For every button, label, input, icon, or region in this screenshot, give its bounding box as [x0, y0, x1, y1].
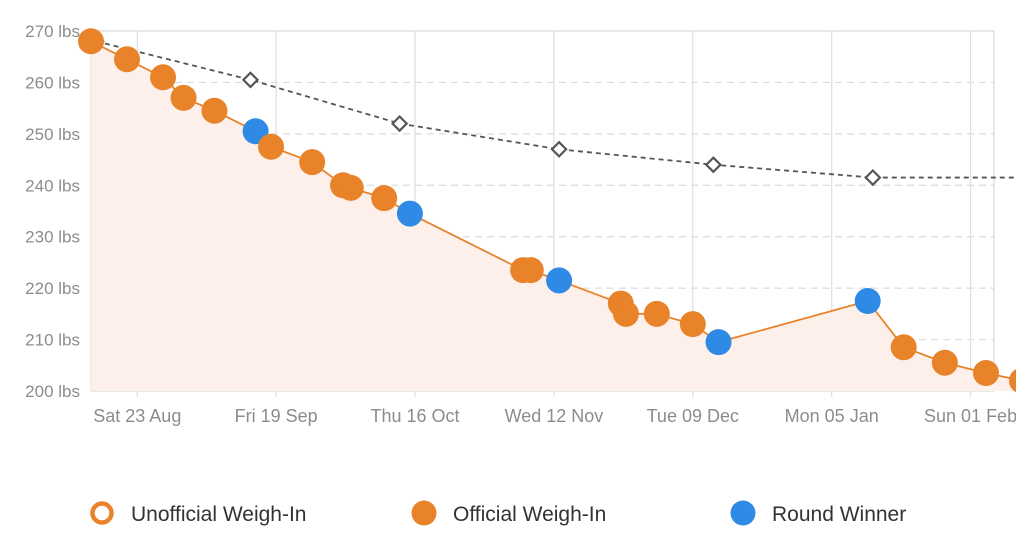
axes: Sat 23 Aug Fri 19 Sep Thu 16 Oct Wed 12 Nov…: [25, 22, 1016, 426]
y-tick-label: 270 lbs: [25, 22, 80, 41]
target-point: [704, 156, 723, 174]
y-tick-label: 210 lbs: [25, 331, 80, 350]
official-weigh-in-point: [517, 257, 544, 284]
area-fill: [91, 41, 1016, 391]
official-weigh-in-point: [679, 311, 706, 338]
official-weigh-in-point: [299, 149, 326, 176]
official-weigh-in-point: [890, 334, 917, 361]
legend-winner-marker: [730, 500, 756, 526]
official-weigh-in-point: [973, 360, 999, 386]
y-tick-label: 230 lbs: [25, 228, 80, 247]
target-point: [864, 168, 882, 187]
y-tick-label: 220 lbs: [25, 279, 80, 298]
legend: Unofficial Weigh-In Official Weigh-In Roun…: [90, 500, 906, 526]
official-weigh-in-point: [170, 84, 197, 111]
x-tick-label: Fri 19 Sep: [235, 406, 318, 426]
legend-unofficial-marker: [90, 501, 114, 525]
target-point: [390, 114, 409, 133]
official-weigh-in-point: [78, 28, 104, 55]
target-point: [241, 71, 260, 89]
round-winner-point: [705, 329, 732, 356]
x-tick-label: Mon 05 Jan: [785, 406, 879, 426]
y-tick-label: 200 lbs: [25, 382, 80, 401]
official-weigh-in-point: [371, 185, 398, 212]
y-tick-label: 240 lbs: [25, 176, 80, 195]
legend-official-marker: [411, 500, 437, 526]
round-winner-point: [396, 200, 423, 227]
weight-series: [78, 28, 1016, 393]
x-tick-label: Sat 23 Aug: [93, 406, 181, 426]
official-weigh-in-point: [114, 46, 141, 73]
x-tick-label: Sun 01 Feb: [924, 406, 1016, 426]
x-tick-label: Tue 09 Dec: [647, 406, 739, 426]
x-tick-label: Wed 12 Nov: [505, 406, 604, 426]
legend-label: Official Weigh-In: [453, 503, 606, 526]
legend-label: Unofficial Weigh-In: [131, 503, 306, 526]
official-weigh-in-point: [643, 300, 670, 327]
official-weigh-in-point: [337, 174, 364, 201]
official-weigh-in-point: [258, 133, 285, 160]
weight-area: [91, 41, 1016, 391]
official-weigh-in-point: [150, 64, 177, 91]
x-tick-label: Thu 16 Oct: [371, 406, 460, 426]
y-tick-label: 260 lbs: [25, 73, 80, 92]
round-winner-point: [546, 267, 573, 294]
official-weigh-in-point: [931, 349, 958, 376]
official-weigh-in-point: [612, 300, 639, 327]
target-point: [550, 140, 568, 158]
official-weigh-in-point: [1009, 369, 1016, 393]
legend-label: Round Winner: [772, 503, 906, 526]
y-tick-label: 250 lbs: [25, 125, 80, 144]
official-weigh-in-point: [201, 97, 228, 124]
round-winner-point: [854, 288, 881, 314]
